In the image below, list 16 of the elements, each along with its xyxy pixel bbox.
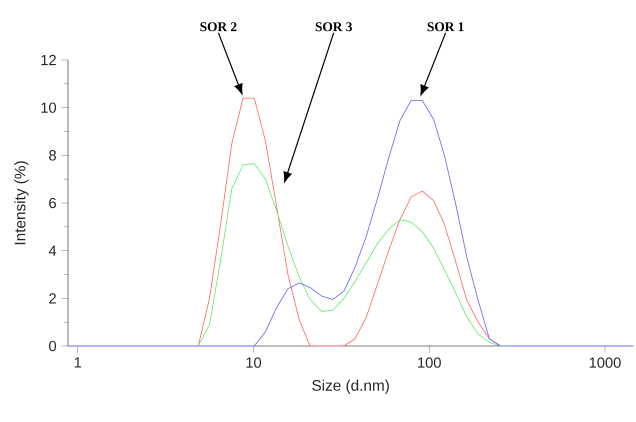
- x-tick-label: 1000: [590, 357, 621, 368]
- y-tick-label: 6: [49, 198, 56, 208]
- x-tick-label: 1: [74, 357, 82, 368]
- text: SOR 3: [316, 22, 352, 32]
- y-tick-label: 2: [49, 293, 56, 304]
- text: SOR 1: [428, 22, 464, 32]
- x-tick-label: 10: [246, 357, 262, 368]
- y-tick-label: 10: [41, 102, 56, 113]
- y-axis-title: Intensity (%): [14, 161, 28, 244]
- x-axis-title: Size (d.nm): [312, 380, 389, 394]
- y-tick-label: 8: [49, 150, 56, 161]
- y-tick-label: 0: [49, 340, 56, 352]
- y-tick-label: 4: [48, 246, 56, 256]
- x-tick-label: 100: [418, 357, 441, 368]
- y-tick-label: 12: [41, 54, 56, 66]
- text: SOR 2: [200, 22, 237, 32]
